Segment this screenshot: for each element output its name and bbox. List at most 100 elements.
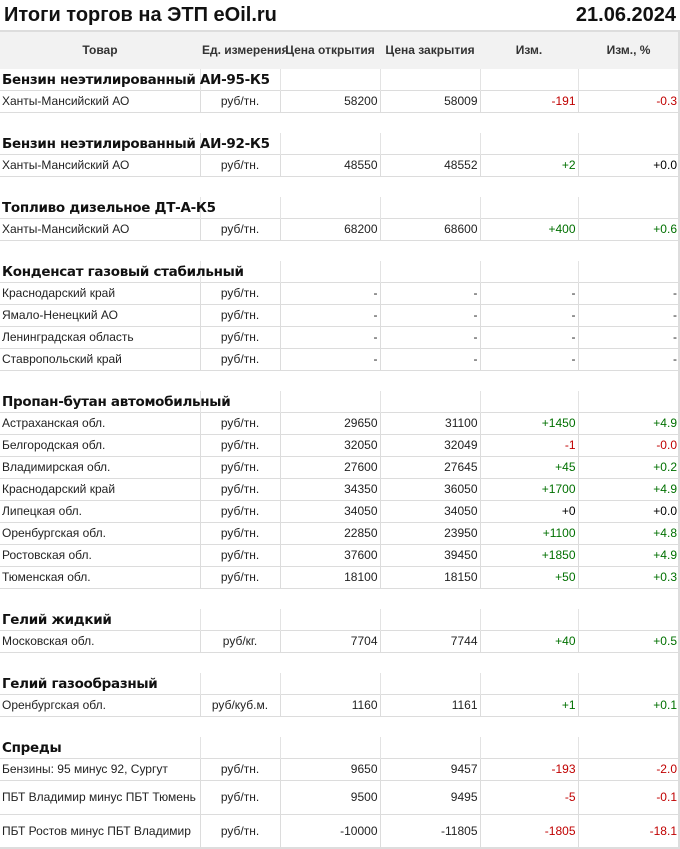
- spacer-row: [0, 370, 679, 391]
- section-header-row: Гелий жидкий: [0, 609, 679, 630]
- open-price: 27600: [279, 455, 380, 479]
- close-price: 23950: [379, 521, 480, 545]
- table-row: ПБТ Ростов минус ПБТ Владимир руб/тн. -100…: [0, 813, 679, 849]
- open-price: 18100: [279, 565, 380, 589]
- table-row: ПБТ Владимир минус ПБТ Тюмень руб/тн. 9500…: [0, 779, 679, 815]
- unit: руб/тн.: [199, 543, 280, 567]
- product-name: Ханты-Мансийский АО: [0, 217, 200, 241]
- product-name: Оренбургская обл.: [0, 521, 200, 545]
- empty-cell: [199, 737, 280, 758]
- header-unit: Ед. измерения: [200, 30, 289, 69]
- product-name: Белгородская обл.: [0, 433, 200, 457]
- product-name: Владимирская обл.: [0, 455, 200, 479]
- change-percent: -2.0: [577, 757, 679, 781]
- empty-cell: [379, 197, 480, 218]
- empty-cell: [479, 391, 578, 412]
- close-price: -: [379, 325, 480, 349]
- unit: руб/тн.: [199, 411, 280, 435]
- open-price: -10000: [279, 813, 380, 849]
- close-price: -: [379, 303, 480, 327]
- open-price: 22850: [279, 521, 380, 545]
- unit: руб/тн.: [199, 433, 280, 457]
- change-percent: +0.5: [577, 629, 679, 653]
- product-name: Ставропольский край: [0, 347, 200, 371]
- product-name: ПБТ Владимир минус ПБТ Тюмень: [0, 779, 200, 815]
- change: +50: [479, 565, 578, 589]
- product-name: Ленинградская область: [0, 325, 200, 349]
- empty-cell: [577, 69, 679, 90]
- empty-cell: [479, 133, 578, 154]
- open-price: 1160: [279, 693, 380, 717]
- spacer-row: [0, 588, 679, 609]
- section-title: Гелий газообразный: [2, 675, 158, 692]
- open-price: 48550: [279, 153, 380, 177]
- empty-cell: [199, 673, 280, 694]
- change: -191: [479, 89, 578, 113]
- empty-cell: [279, 261, 380, 282]
- close-price: 1161: [379, 693, 480, 717]
- empty-cell: [199, 609, 280, 630]
- section-title: Пропан-бутан автомобильный: [2, 393, 231, 410]
- empty-cell: [279, 609, 380, 630]
- table-row: Ростовская обл. руб/тн. 37600 39450 +1850 +4.…: [0, 543, 679, 567]
- table-row: Ханты-Мансийский АО руб/тн. 58200 58009 -191…: [0, 89, 679, 113]
- unit: руб/тн.: [199, 455, 280, 479]
- product-name: Ханты-Мансийский АО: [0, 89, 200, 113]
- empty-cell: [279, 391, 380, 412]
- open-price: -: [279, 303, 380, 327]
- open-price: 68200: [279, 217, 380, 241]
- close-price: 18150: [379, 565, 480, 589]
- product-name: Ямало-Ненецкий АО: [0, 303, 200, 327]
- unit: руб/тн.: [199, 153, 280, 177]
- product-name: Краснодарский край: [0, 477, 200, 501]
- close-price: 36050: [379, 477, 480, 501]
- section-header-row: Спреды: [0, 737, 679, 758]
- table-row: Ленинградская область руб/тн. - - - -: [0, 325, 679, 349]
- table-row: Ханты-Мансийский АО руб/тн. 68200 68600 +400…: [0, 217, 679, 241]
- open-price: 37600: [279, 543, 380, 567]
- empty-cell: [479, 609, 578, 630]
- section-title: Спреды: [2, 739, 62, 756]
- table-row: Московская обл. руб/кг. 7704 7744 +40 +0.5: [0, 629, 679, 653]
- change: -1: [479, 433, 578, 457]
- table-row: Ямало-Ненецкий АО руб/тн. - - - -: [0, 303, 679, 327]
- change: +400: [479, 217, 578, 241]
- header-close-price: Цена закрытия: [380, 30, 480, 69]
- close-price: 7744: [379, 629, 480, 653]
- empty-cell: [577, 673, 679, 694]
- empty-cell: [379, 673, 480, 694]
- close-price: 9495: [379, 779, 480, 815]
- empty-cell: [279, 673, 380, 694]
- empty-cell: [577, 133, 679, 154]
- empty-cell: [199, 69, 280, 90]
- close-price: -: [379, 281, 480, 305]
- table-row: Астраханская обл. руб/тн. 29650 31100 +1450 +…: [0, 411, 679, 435]
- product-name: Астраханская обл.: [0, 411, 200, 435]
- change-percent: -: [577, 281, 679, 305]
- spacer-row: [0, 240, 679, 261]
- empty-cell: [279, 133, 380, 154]
- close-price: 27645: [379, 455, 480, 479]
- close-price: 9457: [379, 757, 480, 781]
- change: -: [479, 325, 578, 349]
- change-percent: +0.0: [577, 153, 679, 177]
- section-header-row: Топливо дизельное ДТ-А-К5: [0, 197, 679, 218]
- table-border-right: [678, 30, 680, 849]
- table-row: Тюменская обл. руб/тн. 18100 18150 +50 +0.3: [0, 565, 679, 589]
- unit: руб/тн.: [199, 757, 280, 781]
- empty-cell: [479, 737, 578, 758]
- change-percent: +0.0: [577, 499, 679, 523]
- change: +40: [479, 629, 578, 653]
- change: -1805: [479, 813, 578, 849]
- change-percent: +0.1: [577, 693, 679, 717]
- close-price: 68600: [379, 217, 480, 241]
- change: +45: [479, 455, 578, 479]
- change: -: [479, 347, 578, 371]
- change: +1: [479, 693, 578, 717]
- table-row: Липецкая обл. руб/тн. 34050 34050 +0 +0.0: [0, 499, 679, 523]
- section-header-row: Пропан-бутан автомобильный: [0, 391, 679, 412]
- unit: руб/тн.: [199, 89, 280, 113]
- section-title: Топливо дизельное ДТ-А-К5: [2, 199, 216, 216]
- open-price: 34350: [279, 477, 380, 501]
- report-date: 21.06.2024: [575, 3, 676, 26]
